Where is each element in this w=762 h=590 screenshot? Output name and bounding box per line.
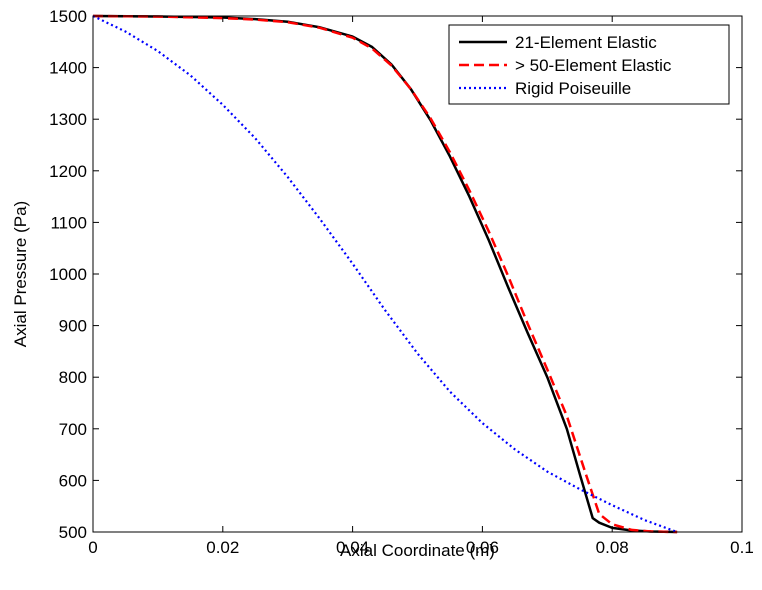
legend-label-2: > 50-Element Elastic — [515, 56, 672, 75]
x-tick-label: 0 — [88, 538, 97, 557]
x-tick-label: 0.06 — [466, 538, 499, 557]
series-line-1 — [92, 14, 678, 534]
y-axis-title: Axial Pressure (Pa) — [11, 201, 30, 347]
y-tick-label: 1200 — [49, 162, 87, 181]
x-axis-title: Axial Coordinate (m) — [340, 541, 495, 560]
y-tick-label: 700 — [59, 420, 87, 439]
legend-label-1: 21-Element Elastic — [515, 33, 657, 52]
y-tick-label: 1500 — [49, 7, 87, 26]
x-tick-label: 0.08 — [596, 538, 629, 557]
y-tick-label: 900 — [59, 317, 87, 336]
legend: 21-Element Elastic > 50-Element Elastic Ri… — [448, 24, 730, 105]
series-layer — [92, 14, 678, 534]
series-line-3 — [92, 15, 678, 534]
y-axis: 500 600 700 800 900 1000 1100 1200 1300 1400 1500 — [49, 7, 742, 542]
y-tick-label: 1300 — [49, 110, 87, 129]
x-axis: 0 0.02 0.04 0.06 0.08 0.1 — [88, 16, 754, 557]
series-line-2 — [92, 14, 678, 534]
y-tick-label: 1100 — [50, 213, 87, 232]
y-tick-label: 1400 — [49, 59, 87, 78]
x-tick-label: 0.1 — [730, 538, 754, 557]
y-tick-label: 1000 — [49, 265, 87, 284]
y-tick-label: 600 — [59, 471, 87, 490]
x-tick-label: 0.04 — [336, 538, 369, 557]
y-tick-label: 800 — [59, 368, 87, 387]
legend-label-3: Rigid Poiseuille — [515, 79, 631, 98]
y-tick-label: 500 — [59, 523, 87, 542]
x-tick-label: 0.02 — [206, 538, 239, 557]
